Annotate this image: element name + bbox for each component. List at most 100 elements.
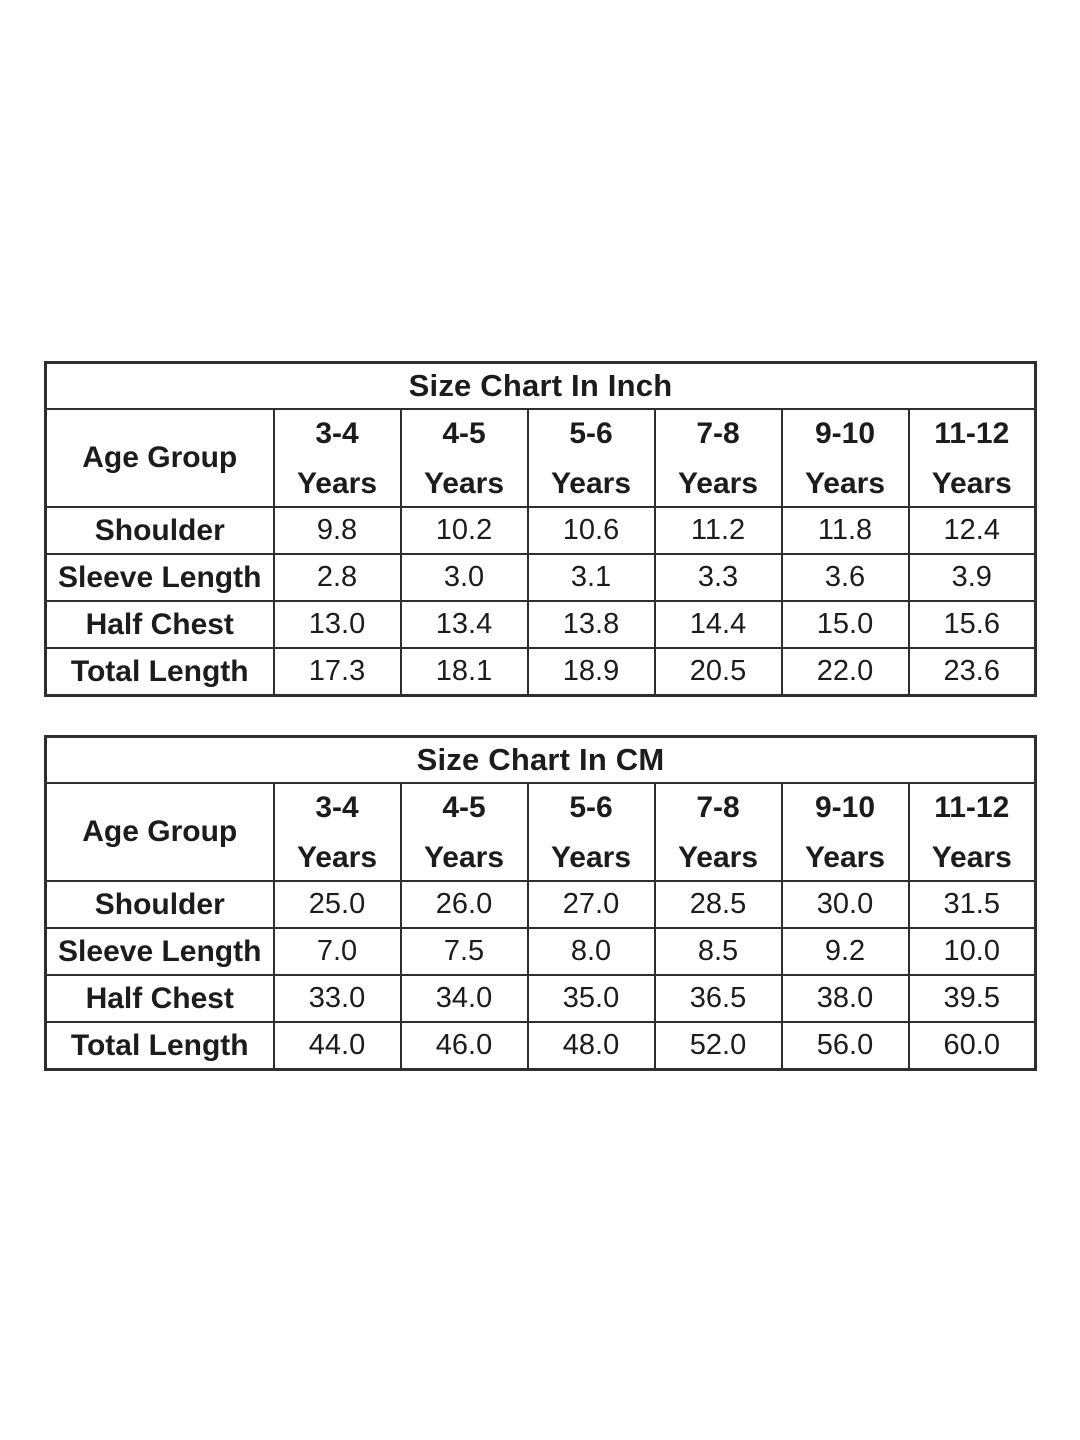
value-cell: 22.0 <box>780 647 910 697</box>
value-cell: 35.0 <box>526 974 656 1023</box>
size-chart-cm-table: Size Chart In CM Age Group 3-4 Years 4-5… <box>44 735 1037 1071</box>
age-column-header: 9-10 Years <box>780 782 910 882</box>
value-cell: 7.0 <box>272 927 402 976</box>
age-unit-label: Years <box>550 466 632 500</box>
value-cell: 23.6 <box>907 647 1037 697</box>
age-unit-label: Years <box>296 466 378 500</box>
age-group-header: Age Group <box>44 408 275 508</box>
age-column-header: 3-4 Years <box>272 408 402 508</box>
value-cell: 36.5 <box>653 974 783 1023</box>
value-cell: 11.8 <box>780 506 910 555</box>
row-label: Total Length <box>44 1021 275 1071</box>
age-column-header: 7-8 Years <box>653 782 783 882</box>
age-unit-label: Years <box>296 840 378 874</box>
value-cell: 46.0 <box>399 1021 529 1071</box>
row-label: Shoulder <box>44 880 275 929</box>
age-column-header: 11-12 Years <box>907 408 1037 508</box>
value-cell: 3.9 <box>907 553 1037 602</box>
value-cell: 15.6 <box>907 600 1037 649</box>
value-cell: 2.8 <box>272 553 402 602</box>
table-row-total-length: Total Length 44.0 46.0 48.0 52.0 56.0 60… <box>44 1021 1037 1071</box>
value-cell: 30.0 <box>780 880 910 929</box>
value-cell: 60.0 <box>907 1021 1037 1071</box>
age-range-label: 7-8 <box>696 790 740 824</box>
value-cell: 18.1 <box>399 647 529 697</box>
value-cell: 11.2 <box>653 506 783 555</box>
value-cell: 13.0 <box>272 600 402 649</box>
age-range-label: 7-8 <box>696 416 740 450</box>
value-cell: 3.6 <box>780 553 910 602</box>
value-cell: 14.4 <box>653 600 783 649</box>
table-row-sleeve-length: Sleeve Length 2.8 3.0 3.1 3.3 3.6 3.9 <box>44 553 1037 602</box>
table-row-sleeve-length: Sleeve Length 7.0 7.5 8.0 8.5 9.2 10.0 <box>44 927 1037 976</box>
table-row-total-length: Total Length 17.3 18.1 18.9 20.5 22.0 23… <box>44 647 1037 697</box>
value-cell: 12.4 <box>907 506 1037 555</box>
age-column-header: 7-8 Years <box>653 408 783 508</box>
value-cell: 31.5 <box>907 880 1037 929</box>
row-label: Sleeve Length <box>44 553 275 602</box>
age-unit-label: Years <box>931 466 1012 500</box>
age-unit-label: Years <box>677 466 759 500</box>
row-label: Half Chest <box>44 974 275 1023</box>
value-cell: 10.6 <box>526 506 656 555</box>
value-cell: 13.4 <box>399 600 529 649</box>
value-cell: 34.0 <box>399 974 529 1023</box>
age-group-header: Age Group <box>44 782 275 882</box>
value-cell: 38.0 <box>780 974 910 1023</box>
value-cell: 3.3 <box>653 553 783 602</box>
value-cell: 3.1 <box>526 553 656 602</box>
value-cell: 56.0 <box>780 1021 910 1071</box>
value-cell: 39.5 <box>907 974 1037 1023</box>
row-label: Shoulder <box>44 506 275 555</box>
value-cell: 27.0 <box>526 880 656 929</box>
value-cell: 18.9 <box>526 647 656 697</box>
value-cell: 48.0 <box>526 1021 656 1071</box>
age-range-label: 3-4 <box>315 416 359 450</box>
value-cell: 8.0 <box>526 927 656 976</box>
value-cell: 17.3 <box>272 647 402 697</box>
value-cell: 20.5 <box>653 647 783 697</box>
value-cell: 15.0 <box>780 600 910 649</box>
age-range-label: 11-12 <box>934 416 1010 450</box>
value-cell: 44.0 <box>272 1021 402 1071</box>
value-cell: 33.0 <box>272 974 402 1023</box>
inch-header-row: Age Group 3-4 Years 4-5 Years 5-6 Years … <box>44 408 1037 508</box>
age-column-header: 5-6 Years <box>526 408 656 508</box>
age-range-label: 4-5 <box>442 790 486 824</box>
value-cell: 52.0 <box>653 1021 783 1071</box>
age-range-label: 4-5 <box>442 416 486 450</box>
value-cell: 25.0 <box>272 880 402 929</box>
row-label: Half Chest <box>44 600 275 649</box>
age-unit-label: Years <box>804 840 886 874</box>
age-range-label: 5-6 <box>569 790 613 824</box>
age-range-label: 9-10 <box>814 790 876 824</box>
age-column-header: 4-5 Years <box>399 408 529 508</box>
size-chart-inch-table: Size Chart In Inch Age Group 3-4 Years 4… <box>44 361 1037 697</box>
table-title: Size Chart In Inch <box>44 361 1037 410</box>
value-cell: 7.5 <box>399 927 529 976</box>
cm-title-row: Size Chart In CM <box>44 735 1037 784</box>
age-unit-label: Years <box>804 466 886 500</box>
age-column-header: 9-10 Years <box>780 408 910 508</box>
row-label: Sleeve Length <box>44 927 275 976</box>
table-row-shoulder: Shoulder 9.8 10.2 10.6 11.2 11.8 12.4 <box>44 506 1037 555</box>
value-cell: 8.5 <box>653 927 783 976</box>
value-cell: 9.8 <box>272 506 402 555</box>
age-range-label: 5-6 <box>569 416 613 450</box>
value-cell: 10.0 <box>907 927 1037 976</box>
age-unit-label: Years <box>931 840 1012 874</box>
table-row-half-chest: Half Chest 33.0 34.0 35.0 36.5 38.0 39.5 <box>44 974 1037 1023</box>
age-unit-label: Years <box>550 840 632 874</box>
table-row-half-chest: Half Chest 13.0 13.4 13.8 14.4 15.0 15.6 <box>44 600 1037 649</box>
age-range-label: 11-12 <box>934 790 1010 824</box>
age-unit-label: Years <box>423 840 505 874</box>
table-row-shoulder: Shoulder 25.0 26.0 27.0 28.5 30.0 31.5 <box>44 880 1037 929</box>
age-column-header: 3-4 Years <box>272 782 402 882</box>
age-range-label: 3-4 <box>315 790 359 824</box>
age-column-header: 11-12 Years <box>907 782 1037 882</box>
age-range-label: 9-10 <box>814 416 876 450</box>
value-cell: 28.5 <box>653 880 783 929</box>
value-cell: 3.0 <box>399 553 529 602</box>
value-cell: 26.0 <box>399 880 529 929</box>
